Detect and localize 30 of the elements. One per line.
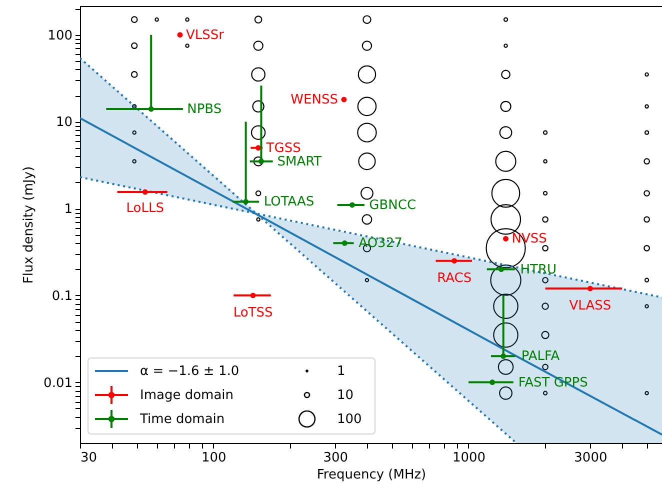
x-tick-label: 100 (201, 450, 226, 466)
legend-label: 10 (337, 388, 354, 403)
x-tick-label: 1000 (452, 450, 486, 466)
legend-label: α = −1.6 ± 1.0 (140, 364, 240, 379)
legend-label: 100 (337, 412, 362, 427)
annotation: SMART (277, 154, 322, 170)
y-tick-label: 0.01 (44, 376, 72, 391)
x-axis-title: Frequency (MHz) (316, 468, 426, 482)
annotation: GBNCC (369, 198, 416, 213)
legend-label: 1 (337, 364, 346, 379)
annotation: PALFA (521, 349, 560, 364)
annotation: LoTSS (233, 305, 273, 320)
y-tick-label: 10 (56, 115, 72, 130)
annotation: VLSSr (186, 28, 225, 43)
annotation: LOTAAS (264, 194, 314, 210)
annotation: LoLLS (126, 201, 164, 216)
annotation: TGSS (265, 140, 301, 156)
y-axis-title: Flux density (mJy) (22, 166, 37, 284)
y-tick-label: 0.1 (52, 288, 72, 304)
x-tick-label: 300 (323, 450, 348, 466)
annotation: WENSS (290, 92, 338, 108)
y-tick-label: 1 (64, 202, 72, 218)
x-tick-label: 3000 (574, 450, 608, 466)
x-tick-label: 30 (80, 450, 98, 466)
y-tick-label: 100 (48, 28, 72, 44)
annotation: NPBS (187, 102, 222, 118)
legend-label: Time domain (139, 412, 225, 427)
annotation: VLASS (569, 298, 612, 314)
legend-label: Image domain (140, 388, 234, 403)
annotation: RACS (437, 270, 472, 286)
